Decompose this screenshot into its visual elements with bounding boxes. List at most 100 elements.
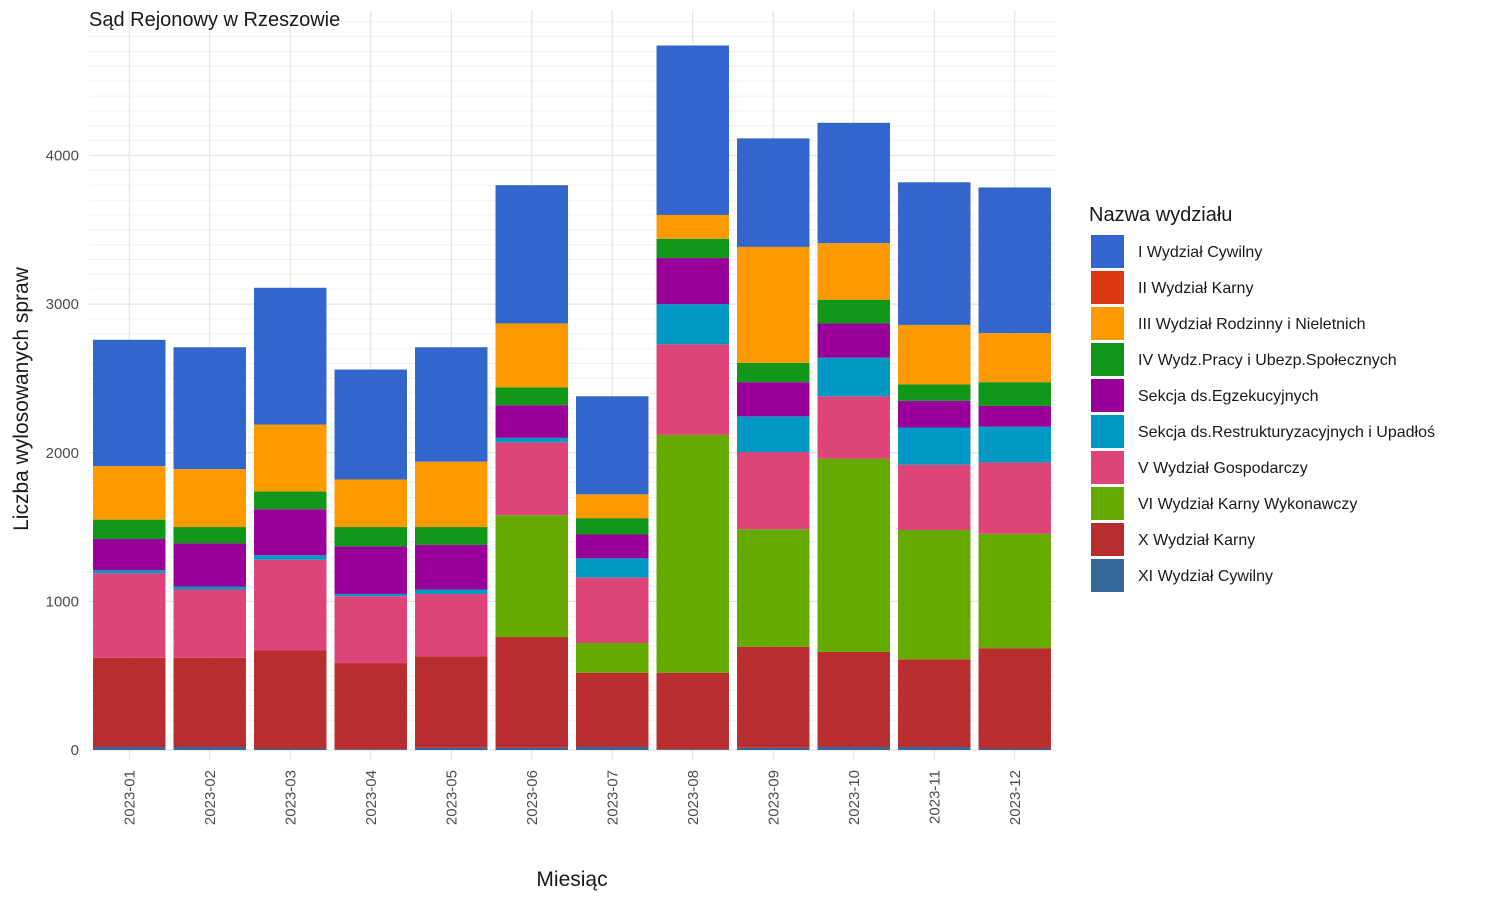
y-tick-label: 0 (71, 742, 79, 759)
x-tick-labels: 2023-01 2023-02 2023-03 2023-04 2023-05 2023-… (121, 770, 1024, 825)
bar-segment (898, 530, 971, 660)
legend-swatch (1091, 487, 1124, 520)
bar-segment (817, 651, 890, 748)
bar-segment (173, 543, 246, 587)
bar-segment (898, 182, 971, 325)
bar-segment (576, 747, 649, 750)
bar-segment (415, 347, 488, 462)
y-axis-title: Liczba wylosowanych spraw (10, 266, 33, 531)
legend-item-label: Sekcja ds.Egzekucyjnych (1138, 388, 1319, 405)
bar-segment (817, 396, 890, 459)
y-tick-label: 4000 (46, 148, 79, 165)
bar-segment (254, 491, 327, 510)
bar-segment (415, 527, 488, 545)
bar-segment (415, 461, 488, 528)
bar-segment (576, 518, 649, 535)
x-tick-label: 2023-01 (121, 770, 138, 825)
bars-layer (93, 45, 1051, 750)
bar-segment (254, 650, 327, 749)
bar-segment (576, 396, 649, 495)
bar-segment (254, 509, 327, 556)
bar-segment (978, 187, 1051, 334)
bar-segment (495, 747, 568, 750)
legend-title: Nazwa wydziału (1089, 204, 1232, 226)
bar-segment (415, 747, 488, 750)
x-tick-label: 2023-08 (685, 770, 702, 825)
bar-segment (898, 464, 971, 531)
bar-segment (254, 424, 327, 492)
bar-segment (495, 437, 568, 443)
bar-segment (656, 344, 729, 435)
bar-segment (334, 527, 407, 547)
bar-segment (495, 323, 568, 388)
legend-swatch (1091, 451, 1124, 484)
bar-segment (656, 749, 729, 750)
bar-segment (576, 494, 649, 519)
bar-segment (334, 479, 407, 528)
bar-segment (737, 747, 810, 750)
bar-segment (737, 416, 810, 453)
bar-segment (576, 558, 649, 578)
bar-segment (254, 287, 327, 425)
bar-segment (93, 573, 166, 658)
legend-swatch (1091, 343, 1124, 376)
bar-segment (334, 546, 407, 594)
bar-segment (334, 663, 407, 750)
x-tick-label: 2023-10 (846, 770, 863, 825)
legend-item-label: Sekcja ds.Restrukturyzacyjnych i Upadłoś (1138, 424, 1435, 441)
bar-segment (737, 382, 810, 417)
bar-segment (898, 427, 971, 465)
legend-swatch (1091, 559, 1124, 592)
bar-segment (495, 387, 568, 406)
bar-segment (173, 347, 246, 470)
legend: Nazwa wydziału I Wydział Cywilny II Wydzi… (1089, 204, 1435, 592)
bar-segment (978, 648, 1051, 749)
x-tick-label: 2023-04 (363, 770, 380, 825)
bar-segment (415, 593, 488, 657)
bar-segment (173, 747, 246, 750)
bar-segment (254, 748, 327, 750)
bar-segment (415, 589, 488, 594)
bar-segment (737, 138, 810, 247)
bar-segment (978, 462, 1051, 534)
bar-segment (737, 452, 810, 530)
bar-segment (817, 323, 890, 358)
y-tick-label: 1000 (46, 593, 79, 610)
bar-segment (415, 656, 488, 748)
bar-segment (817, 299, 890, 324)
x-axis-title: Miesiąc (536, 868, 607, 891)
legend-swatch (1091, 415, 1124, 448)
x-tick-label: 2023-11 (926, 770, 943, 824)
legend-item-label: X Wydział Karny (1138, 532, 1255, 549)
bar-segment (254, 559, 327, 651)
bar-segment (415, 544, 488, 590)
bar-segment (495, 405, 568, 438)
bar-segment (898, 400, 971, 428)
bar-segment (817, 357, 890, 397)
x-tick-label: 2023-06 (524, 770, 541, 825)
bar-segment (254, 555, 327, 560)
legend-item-label: V Wydział Gospodarczy (1138, 460, 1308, 477)
bar-segment (576, 672, 649, 748)
legend-item-label: VI Wydział Karny Wykonawczy (1138, 496, 1357, 513)
bar-segment (656, 214, 729, 239)
bar-segment (898, 384, 971, 401)
bar-segment (93, 747, 166, 750)
y-tick-labels: 0 1000 2000 3000 4000 (46, 148, 79, 760)
bar-segment (576, 642, 649, 673)
legend-swatch (1091, 307, 1124, 340)
bar-segment (817, 122, 890, 244)
y-tick-label: 2000 (46, 445, 79, 462)
bar-segment (898, 324, 971, 385)
legend-swatch (1091, 379, 1124, 412)
legend-item-label: I Wydział Cywilny (1138, 244, 1262, 261)
x-tick-label: 2023-03 (282, 770, 299, 825)
legend-item-label: II Wydział Karny (1138, 280, 1253, 297)
bar-segment (656, 672, 729, 750)
bar-segment (93, 657, 166, 748)
legend-item-label: IV Wydz.Pracy i Ubezp.Społecznych (1138, 352, 1397, 369)
chart-title: Sąd Rejonowy w Rzeszowie (89, 9, 340, 31)
bar-segment (978, 382, 1051, 406)
bar-segment (978, 533, 1051, 649)
